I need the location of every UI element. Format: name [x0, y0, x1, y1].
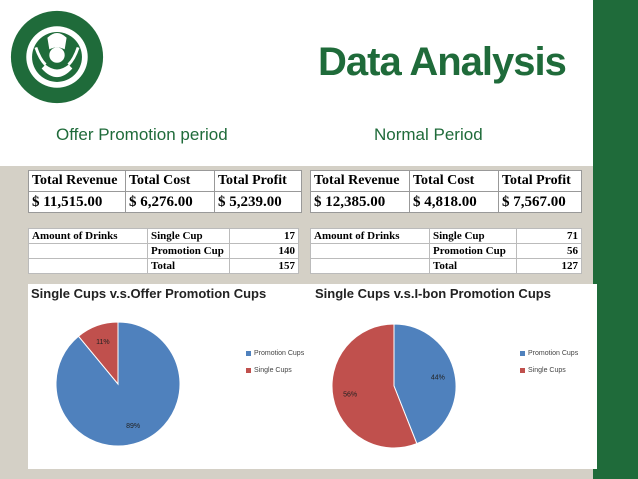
single-swatch	[246, 368, 251, 373]
normal-financial-table: Total Revenue Total Cost Total Profit $ …	[310, 170, 582, 213]
slide-sidebar	[593, 0, 638, 479]
normal-cost-header: Total Cost	[409, 170, 499, 192]
offer-pie-chart: 89% 11%	[55, 321, 181, 447]
normal-drinks-table: Amount of Drinks Single Cup 71 Promotion…	[310, 228, 582, 274]
legend-item: Single Cups	[246, 367, 304, 374]
normal-row-value: 56	[516, 243, 582, 259]
normal-row-label: Single Cup	[429, 228, 517, 244]
pie-data-label: 11%	[96, 339, 110, 346]
offer-period-heading: Offer Promotion period	[56, 125, 228, 144]
offer-revenue-value: $ 11,515.00	[28, 191, 126, 213]
legend-label: Single Cups	[528, 367, 566, 374]
offer-pie-title: Single Cups v.s.Offer Promotion Cups	[31, 286, 267, 301]
normal-pie-panel: Single Cups v.s.I-bon Promotion Cups 44%…	[312, 284, 597, 469]
normal-profit-header: Total Profit	[498, 170, 582, 192]
normal-row-label: Promotion Cup	[429, 243, 517, 259]
legend-label: Promotion Cups	[254, 350, 305, 357]
legend-label: Promotion Cups	[528, 350, 579, 357]
normal-row-value: 127	[516, 258, 582, 274]
table-row: Promotion Cup 56	[310, 243, 582, 259]
normal-row-label: Total	[429, 258, 517, 274]
normal-pie-title: Single Cups v.s.I-bon Promotion Cups	[315, 286, 551, 301]
normal-revenue-header: Total Revenue	[310, 170, 410, 192]
pie-data-label: 44%	[431, 375, 445, 382]
table-row: Total 127	[310, 258, 582, 274]
offer-financial-table: Total Revenue Total Cost Total Profit $ …	[28, 170, 302, 213]
offer-drinks-table: Amount of Drinks Single Cup 17 Promotion…	[28, 228, 299, 274]
offer-row-label: Promotion Cup	[147, 243, 230, 259]
offer-amount-label: Amount of Drinks	[28, 228, 148, 244]
offer-row-value: 17	[229, 228, 299, 244]
offer-revenue-header: Total Revenue	[28, 170, 126, 192]
table-row: Promotion Cup 140	[28, 243, 299, 259]
offer-row-value: 157	[229, 258, 299, 274]
promotion-swatch	[520, 351, 525, 356]
normal-pie-chart: 44% 56%	[331, 323, 457, 449]
pie-slice-single-cups	[331, 323, 418, 449]
offer-pie-legend: Promotion Cups Single Cups	[246, 350, 304, 384]
offer-row-label: Single Cup	[147, 228, 230, 244]
legend-item: Promotion Cups	[520, 350, 578, 357]
offer-pie-panel: Single Cups v.s.Offer Promotion Cups 89%…	[28, 284, 313, 469]
table-row: Total 157	[28, 258, 299, 274]
legend-item: Promotion Cups	[246, 350, 304, 357]
offer-row-value: 140	[229, 243, 299, 259]
pie-slice-promotion-cups	[393, 323, 457, 445]
promotion-swatch	[246, 351, 251, 356]
offer-profit-value: $ 5,239.00	[214, 191, 302, 213]
normal-pie-legend: Promotion Cups Single Cups	[520, 350, 578, 384]
offer-cost-header: Total Cost	[125, 170, 215, 192]
single-swatch	[520, 368, 525, 373]
legend-item: Single Cups	[520, 367, 578, 374]
offer-profit-header: Total Profit	[214, 170, 302, 192]
legend-label: Single Cups	[254, 367, 292, 374]
table-row: Amount of Drinks Single Cup 71	[310, 228, 582, 244]
offer-row-label: Total	[147, 258, 230, 274]
slide-title: Data Analysis	[318, 40, 567, 84]
pie-data-label: 56%	[343, 391, 357, 398]
table-row: Amount of Drinks Single Cup 17	[28, 228, 299, 244]
normal-revenue-value: $ 12,385.00	[310, 191, 410, 213]
starbucks-logo-icon	[10, 10, 104, 104]
pie-data-label: 89%	[126, 423, 140, 430]
pie-slice-single-cups	[77, 321, 119, 386]
normal-period-heading: Normal Period	[374, 125, 483, 144]
normal-cost-value: $ 4,818.00	[409, 191, 499, 213]
offer-cost-value: $ 6,276.00	[125, 191, 215, 213]
normal-profit-value: $ 7,567.00	[498, 191, 582, 213]
normal-row-value: 71	[516, 228, 582, 244]
normal-amount-label: Amount of Drinks	[310, 228, 430, 244]
